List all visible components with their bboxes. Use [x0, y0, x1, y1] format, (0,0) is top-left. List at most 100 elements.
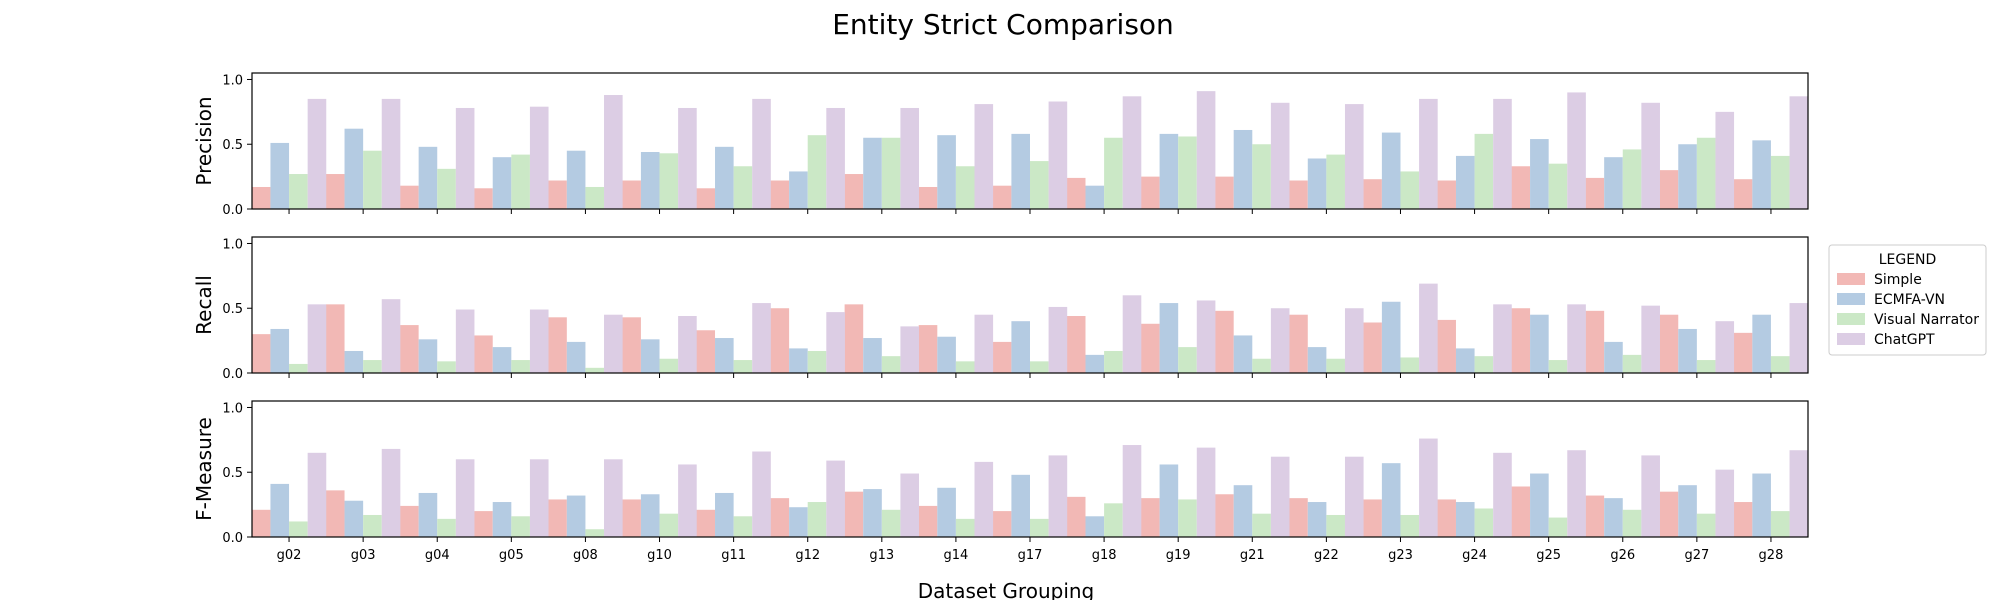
bar-simple-g10	[622, 180, 641, 209]
bar-chatgpt-g12	[826, 107, 845, 209]
bar-ecmfa-vn-g25	[1530, 139, 1549, 209]
bar-chatgpt-g28	[1789, 303, 1809, 373]
bar-visual-narrator-g23	[1400, 171, 1420, 209]
bar-visual-narrator-g22	[1326, 154, 1345, 209]
bar-visual-narrator-g08	[585, 186, 605, 209]
legend-swatch-simple	[1837, 273, 1865, 285]
bar-ecmfa-vn-g10	[640, 339, 660, 373]
bar-visual-narrator-g14	[955, 518, 975, 537]
bar-chatgpt-g08	[604, 95, 623, 209]
bar-simple-g03	[325, 490, 345, 537]
bar-ecmfa-vn-g08	[566, 495, 586, 537]
bar-visual-narrator-g05	[511, 360, 530, 373]
bar-simple-g25	[1511, 308, 1531, 373]
bar-ecmfa-vn-g26	[1604, 498, 1623, 537]
bar-simple-g05	[474, 511, 493, 537]
bar-visual-narrator-g26	[1622, 509, 1642, 537]
bar-visual-narrator-g25	[1548, 163, 1568, 209]
bar-chatgpt-g11	[752, 98, 771, 209]
bar-simple-g23	[1363, 499, 1382, 537]
bar-ecmfa-vn-g28	[1752, 140, 1771, 209]
bar-simple-g27	[1659, 314, 1679, 373]
bar-ecmfa-vn-g24	[1455, 155, 1475, 209]
bar-chatgpt-g19	[1196, 91, 1216, 209]
bar-visual-narrator-g13	[881, 137, 901, 209]
bar-visual-narrator-g13	[881, 356, 901, 373]
bar-simple-g28	[1733, 179, 1753, 209]
bar-visual-narrator-g25	[1548, 517, 1568, 537]
bar-chatgpt-g10	[678, 464, 697, 537]
x-tick-label-g24: g24	[1462, 548, 1487, 563]
bar-simple-g05	[474, 188, 493, 209]
panel-precision: 0.0 0.5 1.0 Precision	[192, 72, 1809, 218]
bar-ecmfa-vn-g03	[344, 350, 364, 373]
bar-visual-narrator-g19	[1178, 347, 1197, 373]
bar-ecmfa-vn-g24	[1455, 348, 1475, 373]
bar-simple-g21	[1215, 176, 1234, 209]
bar-chatgpt-g10	[678, 316, 697, 373]
bar-ecmfa-vn-g19	[1159, 133, 1179, 209]
bar-chatgpt-g26	[1641, 305, 1660, 373]
bar-ecmfa-vn-g22	[1307, 347, 1327, 373]
x-tick-label-g13: g13	[869, 548, 894, 563]
bar-visual-narrator-g13	[881, 509, 901, 537]
bar-chatgpt-g03	[381, 98, 401, 209]
bar-chatgpt-g14	[974, 104, 994, 209]
bar-simple-g11	[696, 509, 716, 537]
bar-ecmfa-vn-g27	[1678, 144, 1697, 209]
bar-simple-g13	[844, 304, 864, 373]
bar-ecmfa-vn-g17	[1011, 474, 1030, 537]
bar-simple-g26	[1585, 495, 1605, 537]
bar-visual-narrator-g21	[1252, 144, 1271, 209]
y-tick-label: 0.5	[222, 302, 243, 317]
panel-f-measure: 0.0 0.5 1.0 g02 g03 g04 g05 g08 g10 g11 g12 g13 g14 g…	[192, 400, 1809, 563]
legend-swatch-chatgpt	[1837, 333, 1865, 345]
bar-visual-narrator-g05	[511, 516, 530, 537]
bar-ecmfa-vn-g12	[789, 507, 808, 537]
bar-visual-narrator-g11	[733, 166, 753, 209]
bar-visual-narrator-g10	[659, 513, 679, 537]
chart-title: Entity Strict Comparison	[832, 8, 1174, 41]
bar-visual-narrator-g23	[1400, 357, 1420, 373]
bar-ecmfa-vn-g05	[492, 157, 512, 209]
bar-simple-g14	[918, 325, 938, 373]
bar-ecmfa-vn-g21	[1233, 485, 1253, 537]
legend-swatch-visual-narrator	[1837, 313, 1865, 325]
bar-visual-narrator-g10	[659, 358, 679, 373]
y-tick-label: 1.0	[222, 401, 243, 416]
bar-simple-g08	[548, 317, 567, 373]
bar-ecmfa-vn-g21	[1233, 335, 1253, 373]
bar-simple-g21	[1215, 494, 1234, 537]
bar-chatgpt-g17	[1048, 101, 1068, 209]
bar-simple-g17	[992, 341, 1012, 373]
bar-chatgpt-g22	[1344, 104, 1364, 209]
bar-chatgpt-g12	[826, 312, 845, 373]
bar-visual-narrator-g28	[1770, 356, 1790, 373]
bar-simple-g08	[548, 180, 567, 209]
bar-chatgpt-g10	[678, 107, 697, 209]
bar-simple-g12	[770, 180, 790, 209]
bar-ecmfa-vn-g17	[1011, 133, 1030, 209]
bar-chatgpt-g04	[455, 459, 475, 537]
bar-ecmfa-vn-g13	[863, 137, 882, 209]
bar-ecmfa-vn-g10	[640, 152, 660, 209]
x-tick-label-g14: g14	[944, 548, 969, 563]
bar-simple-g08	[548, 499, 567, 537]
bar-visual-narrator-g12	[807, 350, 827, 373]
bar-visual-narrator-g19	[1178, 136, 1197, 209]
bar-simple-g24	[1437, 319, 1456, 373]
bar-ecmfa-vn-g25	[1530, 473, 1549, 537]
bar-ecmfa-vn-g24	[1455, 502, 1475, 537]
bar-ecmfa-vn-g27	[1678, 328, 1697, 373]
bar-ecmfa-vn-g05	[492, 502, 512, 537]
bar-visual-narrator-g18	[1104, 503, 1123, 537]
bar-visual-narrator-g03	[363, 514, 382, 537]
x-tick-label-g08: g08	[573, 548, 598, 563]
x-tick-label-g05: g05	[499, 548, 524, 563]
bar-simple-g12	[770, 308, 790, 373]
y-tick-label: 1.0	[222, 73, 243, 88]
x-tick-label-g25: g25	[1536, 548, 1561, 563]
bar-chatgpt-g08	[604, 459, 623, 537]
bar-visual-narrator-g14	[955, 166, 975, 209]
bar-visual-narrator-g28	[1770, 511, 1790, 537]
